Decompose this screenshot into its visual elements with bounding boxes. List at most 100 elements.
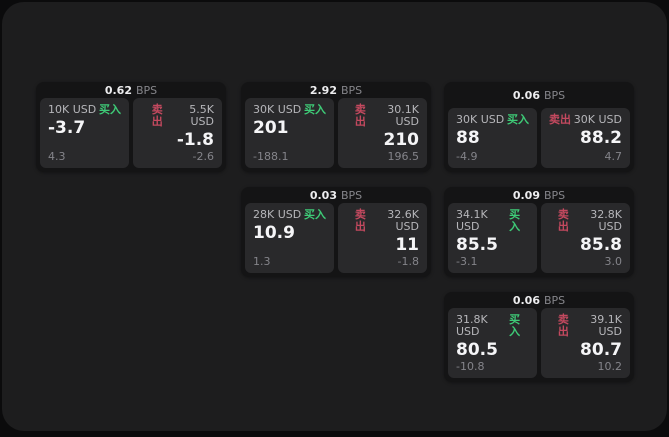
bps-header: 2.92 BPS [241,82,431,98]
sell-label: 卖出 [549,113,571,126]
quote-body: 31.8K USD 买入 80.5 -10.8 卖出 39.1K USD 80.… [444,308,634,382]
buy-label: 买入 [304,103,326,117]
sell-tile[interactable]: 卖出 30.1K USD 210 196.5 [338,98,427,168]
quote-card-2: 0.06 BPS 30K USD 买入 88 -4.9 卖出 30K USD [444,82,634,172]
buy-amount: 34.1K USD [456,208,488,234]
buy-label: 买入 [304,208,326,222]
bps-value: 0.62 [104,83,132,97]
sell-label: 卖出 [557,208,569,234]
buy-delta: 1.3 [253,255,271,268]
bps-header: 0.62 BPS [36,82,226,98]
sell-price: 80.7 [580,340,622,361]
quote-card-0: 0.62 BPS 10K USD 买入 -3.7 4.3 卖出 5.5K USD [36,82,226,172]
sell-delta: 3.0 [604,255,623,268]
buy-tile-top: 34.1K USD 买入 [456,209,529,233]
sell-price: -1.8 [176,130,214,151]
buy-tile[interactable]: 28K USD 买入 10.9 1.3 [245,203,334,273]
buy-amount: 10K USD [48,103,97,117]
bps-unit: BPS [543,188,566,202]
sell-price: 85.8 [580,235,622,256]
quote-card-3: 0.03 BPS 28K USD 买入 10.9 1.3 卖出 32.6K US… [241,187,431,277]
buy-tile-top: 10K USD 买入 [48,104,121,116]
buy-price: 10.9 [253,223,295,244]
sell-amount: 39.1K USD [590,313,622,339]
sell-tile[interactable]: 卖出 5.5K USD -1.8 -2.6 [133,98,222,168]
bps-unit: BPS [543,293,566,307]
quote-card-5: 0.06 BPS 31.8K USD 买入 80.5 -10.8 卖出 39.1… [444,292,634,382]
quote-card-4: 0.09 BPS 34.1K USD 买入 85.5 -3.1 卖出 32.8K… [444,187,634,277]
sell-price: 88.2 [580,128,622,149]
buy-delta: -10.8 [456,360,485,373]
buy-amount: 31.8K USD [456,313,488,339]
sell-tile[interactable]: 卖出 30K USD 88.2 4.7 [541,108,630,168]
quote-body: 10K USD 买入 -3.7 4.3 卖出 5.5K USD -1.8 -2.… [36,98,226,172]
buy-tile[interactable]: 30K USD 买入 201 -188.1 [245,98,334,168]
sell-label: 卖出 [354,103,366,129]
buy-tile[interactable]: 30K USD 买入 88 -4.9 [448,108,537,168]
sell-delta: 10.2 [597,360,623,373]
sell-price: 210 [383,130,420,151]
buy-price: 85.5 [456,235,498,256]
sell-tile-top: 卖出 5.5K USD [141,104,214,128]
sell-amount: 32.6K USD [387,208,419,234]
buy-amount: 30K USD [456,113,505,126]
buy-delta: -4.9 [456,150,478,163]
buy-price: -3.7 [48,118,86,139]
bps-value: 0.06 [512,88,540,102]
bps-value: 0.09 [512,188,540,202]
buy-delta: -3.1 [456,255,478,268]
buy-tile-top: 28K USD 买入 [253,209,326,221]
sell-amount: 5.5K USD [189,103,214,129]
bps-value: 0.06 [512,293,540,307]
sell-tile[interactable]: 卖出 32.8K USD 85.8 3.0 [541,203,630,273]
buy-tile-top: 30K USD 买入 [253,104,326,116]
sell-tile[interactable]: 卖出 39.1K USD 80.7 10.2 [541,308,630,378]
bps-unit: BPS [135,83,158,97]
buy-tile-top: 30K USD 买入 [456,113,529,126]
buy-delta: 4.3 [48,150,66,163]
quote-body: 30K USD 买入 88 -4.9 卖出 30K USD 88.2 4.7 [444,108,634,172]
buy-tile[interactable]: 34.1K USD 买入 85.5 -3.1 [448,203,537,273]
buy-amount: 28K USD [253,208,302,222]
buy-tile[interactable]: 31.8K USD 买入 80.5 -10.8 [448,308,537,378]
sell-amount: 30.1K USD [387,103,419,129]
sell-tile-top: 卖出 32.8K USD [549,209,622,233]
sell-label: 卖出 [557,313,569,339]
quote-body: 34.1K USD 买入 85.5 -3.1 卖出 32.8K USD 85.8… [444,203,634,277]
bps-header: 0.09 BPS [444,187,634,203]
sell-tile-top: 卖出 30K USD [549,113,622,126]
buy-price: 88 [456,128,480,149]
bps-unit: BPS [340,83,363,97]
buy-amount: 30K USD [253,103,302,117]
sell-label: 卖出 [354,208,366,234]
buy-tile[interactable]: 10K USD 买入 -3.7 4.3 [40,98,129,168]
bps-value: 2.92 [309,83,337,97]
sell-tile-top: 卖出 30.1K USD [346,104,419,128]
sell-label: 卖出 [151,103,163,129]
sell-delta: -2.6 [192,150,214,163]
sell-delta: -1.8 [397,255,419,268]
sell-price: 11 [395,235,419,256]
sell-delta: 4.7 [604,150,623,163]
buy-label: 买入 [99,103,121,117]
quote-body: 28K USD 买入 10.9 1.3 卖出 32.6K USD 11 -1.8 [241,203,431,277]
bps-unit: BPS [543,88,566,102]
quote-card-1: 2.92 BPS 30K USD 买入 201 -188.1 卖出 30.1K … [241,82,431,172]
sell-tile[interactable]: 卖出 32.6K USD 11 -1.8 [338,203,427,273]
buy-label: 买入 [509,208,521,234]
bps-header: 0.06 BPS [444,292,634,308]
buy-label: 买入 [507,113,529,126]
sell-tile-top: 卖出 32.6K USD [346,209,419,233]
bps-header: 0.06 BPS [444,82,634,108]
buy-label: 买入 [509,313,521,339]
bps-value: 0.03 [309,188,337,202]
bps-unit: BPS [340,188,363,202]
buy-delta: -188.1 [253,150,289,163]
bps-header: 0.03 BPS [241,187,431,203]
main-panel: 0.62 BPS 10K USD 买入 -3.7 4.3 卖出 5.5K USD [2,2,667,431]
buy-price: 80.5 [456,340,498,361]
buy-price: 201 [253,118,289,139]
sell-amount: 32.8K USD [590,208,622,234]
sell-delta: 196.5 [387,150,420,163]
